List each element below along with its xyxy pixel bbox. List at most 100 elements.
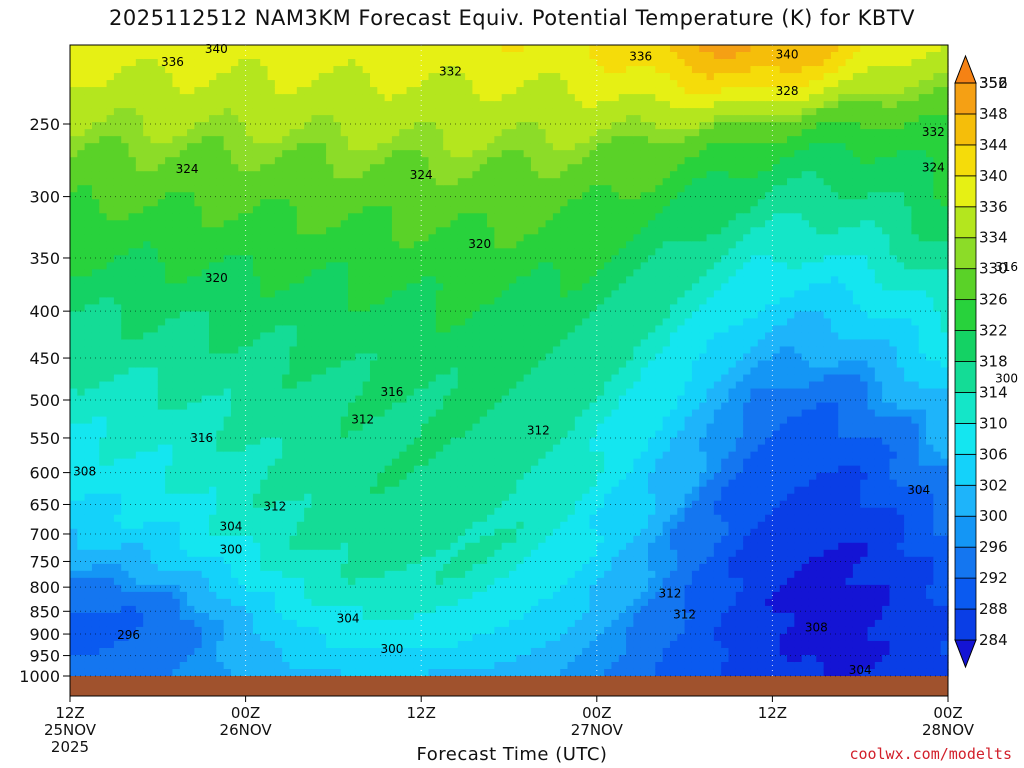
colorbar-box: [954, 113, 977, 146]
contour-label: 312: [659, 587, 682, 601]
contour-label: 300: [380, 642, 403, 656]
colorbar-box: [954, 484, 977, 517]
contour-label: 316: [995, 260, 1018, 274]
contour-label: 320: [468, 237, 491, 251]
x-tick-label: 12Z: [55, 704, 84, 722]
contour-label: 324: [410, 168, 433, 182]
x-tick-label: 12Z: [407, 704, 436, 722]
colorbar-label: 326: [979, 291, 1008, 309]
contour-label: 320: [205, 271, 228, 285]
colorbar-label: 336: [979, 198, 1008, 216]
colorbar-box: [954, 546, 977, 579]
y-tick-label: 350: [29, 249, 60, 268]
theta-e-field: [70, 45, 949, 696]
colorbar-box: [954, 515, 977, 548]
colorbar-label: 348: [979, 105, 1008, 123]
contour-label: 316: [380, 385, 403, 399]
x-tick-label: 25NOV: [44, 721, 97, 739]
x-tick-label: 26NOV: [220, 721, 273, 739]
surface-terrain: [70, 676, 948, 696]
colorbar-label: 314: [979, 383, 1008, 401]
contour-label: 332: [439, 64, 462, 78]
colorbar-label: 340: [979, 167, 1008, 185]
x-tick-label: 27NOV: [571, 721, 624, 739]
colorbar-label: 292: [979, 569, 1008, 587]
y-tick-label: 700: [29, 525, 60, 544]
colorbar-label: 296: [979, 538, 1008, 556]
contour-label: 324: [922, 161, 945, 175]
y-tick-label: 250: [29, 115, 60, 134]
contour-label: 336: [161, 55, 184, 69]
colorbar-label: 310: [979, 414, 1008, 432]
colorbar-label: 322: [979, 322, 1008, 340]
chart-title: 2025112512 NAM3KM Forecast Equiv. Potent…: [109, 6, 915, 30]
y-tick-label: 800: [29, 578, 60, 597]
y-tick-label: 950: [29, 647, 60, 666]
colorbar-box: [954, 361, 977, 393]
contour-label: 312: [263, 499, 286, 513]
contour-label: 308: [73, 464, 96, 478]
contour-label: 300: [995, 372, 1018, 386]
colorbar-box: [954, 453, 977, 486]
credit-url: coolwx.com/modelts: [849, 745, 1012, 763]
colorbar-label: 330: [979, 260, 1008, 278]
contour-labels: 3403363323363403323283323243243243203203…: [73, 42, 1018, 677]
y-tick-label: 600: [29, 464, 60, 483]
contour-label: 304: [220, 520, 243, 534]
colorbar-box: [954, 206, 977, 239]
contour-label: 304: [337, 612, 360, 626]
colorbar-label: 318: [979, 353, 1008, 371]
colorbar-box: [954, 392, 977, 424]
colorbar-box: [954, 299, 977, 331]
contour-label: 312: [527, 424, 550, 438]
contour-label: 340: [205, 42, 228, 56]
x-tick-label: 12Z: [758, 704, 787, 722]
contour-label: 316: [190, 431, 213, 445]
y-tick-label: 900: [29, 625, 60, 644]
y-axis: 250 300 350 400 450 500 550 600 650 700 750 800 850 9…: [19, 115, 70, 686]
contour-label: 336: [629, 49, 652, 63]
y-tick-label: 1000: [19, 667, 60, 686]
contour-label: 312: [351, 412, 374, 426]
colorbar-label: 356: [979, 74, 1008, 92]
x-tick-label: 00Z: [582, 704, 611, 722]
colorbar-box: [954, 577, 977, 610]
x-axis-label: Forecast Time (UTC): [416, 744, 608, 765]
x-tick-label: 28NOV: [922, 721, 975, 739]
colorbar-box: [954, 422, 977, 455]
colorbar-max-arrow: [954, 54, 977, 84]
y-tick-label: 750: [29, 552, 60, 571]
contour-label: 324: [176, 162, 199, 176]
contour-label: 332: [922, 125, 945, 139]
contour-label: 312: [673, 608, 696, 622]
colorbar-label: 284: [979, 631, 1008, 649]
colorbar-label: 302: [979, 476, 1008, 494]
contour-label: 308: [805, 620, 828, 634]
colorbar-box: [954, 608, 977, 641]
contour-label: 304: [907, 483, 930, 497]
colorbar-label: 300: [979, 507, 1008, 525]
y-tick-label: 650: [29, 495, 60, 514]
colorbar-min-arrow: [954, 639, 977, 669]
plot-frame: [69, 44, 949, 697]
contour-label: 300: [220, 543, 243, 557]
y-tick-label: 400: [29, 302, 60, 321]
contour-label: 328: [776, 84, 799, 98]
colorbar-box: [954, 144, 977, 177]
x-tick-label: 00Z: [933, 704, 962, 722]
contour-label: 304: [849, 663, 872, 677]
x-tick-label: 2025: [51, 738, 89, 756]
y-tick-label: 450: [29, 349, 60, 368]
colorbar-label: 288: [979, 600, 1008, 618]
contour-label: 296: [117, 628, 140, 642]
contour-label: 340: [776, 48, 799, 62]
y-tick-label: 850: [29, 602, 60, 621]
y-tick-label: 500: [29, 391, 60, 410]
dotted-grid: [70, 45, 948, 677]
colorbar-box: [954, 175, 977, 208]
colorbar-label: 352: [979, 74, 1008, 92]
y-tick-label: 550: [29, 429, 60, 448]
colorbar-box: [954, 237, 977, 270]
